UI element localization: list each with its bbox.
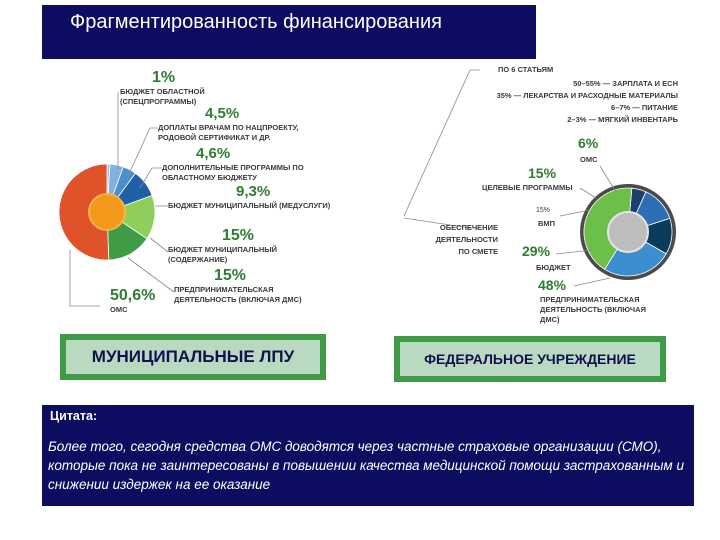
municipal-leader-3 [139, 167, 162, 189]
municipal-2-pct: 4,5% [205, 105, 239, 122]
charts-canvas: 1%БЮДЖЕТ ОБЛАСТНОЙ(СПЕЦПРОГРАММЫ)4,5%ДОП… [58, 65, 679, 324]
federal-breakdown-title: ПО 6 СТАТЬЯМ [498, 65, 553, 74]
federal-breakdown-line-2: 6–7% — ПИТАНИЕ [611, 103, 678, 112]
federal-1-pct: 6% [578, 135, 599, 151]
municipal-4-pct: 9,3% [236, 183, 270, 200]
federal-5-pct: 48% [538, 277, 567, 293]
federal-5-label-2: ДМС) [540, 315, 560, 324]
municipal-1-pct: 1% [152, 69, 175, 86]
federal-inner-label-2: ПО СМЕТЕ [459, 247, 498, 256]
municipal-6-label-1: ДЕЯТЕЛЬНОСТЬ (ВКЛЮЧАЯ ДМС) [174, 295, 302, 304]
federal-inner-label-1: ДЕЯТЕЛЬНОСТИ [436, 235, 498, 244]
municipal-3-pct: 4,6% [196, 145, 230, 162]
municipal-1-label-0: БЮДЖЕТ ОБЛАСТНОЙ [120, 87, 205, 96]
federal-3-pct: 15% [536, 207, 550, 214]
municipal-leader-5 [149, 237, 169, 253]
federal-leader-2 [579, 187, 597, 199]
municipal-leader-7 [69, 250, 100, 307]
panel-municipal: МУНИЦИПАЛЬНЫЕ ЛПУ [60, 334, 326, 380]
federal-1-label-0: ОМС [580, 155, 598, 164]
federal-leader-1 [599, 165, 617, 193]
quote-text: Более того, сегодня средства ОМС доводят… [48, 439, 684, 492]
municipal-6-label-0: ПРЕДПРИНИМАТЕЛЬСКАЯ [174, 285, 273, 294]
federal-pie-center [607, 211, 649, 253]
federal-4-pct: 29% [522, 243, 551, 259]
municipal-1-label-1: (СПЕЦПРОГРАММЫ) [120, 97, 197, 106]
federal-leader-3 [559, 209, 591, 217]
federal-4-label-0: БЮДЖЕТ [536, 263, 571, 272]
federal-5-label-0: ПРЕДПРИНИМАТЕЛЬСКАЯ [540, 295, 639, 304]
federal-bracket-top [403, 69, 480, 217]
municipal-3-label-0: ДОПОЛНИТЕЛЬНЫЕ ПРОГРАММЫ ПО [162, 163, 304, 172]
municipal-6-pct: 15% [214, 267, 246, 284]
federal-inner-label-0: ОБЕСПЕЧЕНИЕ [440, 223, 498, 232]
municipal-leader-6 [127, 257, 175, 293]
page-title: Фрагментированность финансирования [70, 11, 442, 33]
municipal-5-label-0: БЮДЖЕТ МУНИЦИПАЛЬНЫЙ [168, 245, 277, 254]
federal-2-pct: 15% [528, 165, 557, 181]
municipal-7-pct: 50,6% [110, 287, 155, 304]
municipal-pie-slice-6 [58, 163, 110, 261]
panel-federal: ФЕДЕРАЛЬНОЕ УЧРЕЖДЕНИЕ [394, 336, 666, 382]
municipal-2-label-0: ДОПЛАТЫ ВРАЧАМ ПО НАЦПРОЕКТУ, [158, 123, 299, 132]
title-bar [42, 5, 536, 59]
federal-2-label-0: ЦЕЛЕВЫЕ ПРОГРАММЫ [482, 183, 573, 192]
federal-3-label-0: ВМП [538, 219, 555, 228]
federal-breakdown-line-0: 50–55% — ЗАРПЛАТА И ЕСН [573, 79, 678, 88]
municipal-5-label-1: (СОДЕРЖАНИЕ) [168, 255, 228, 264]
municipal-7-label-0: ОМС [110, 305, 128, 314]
federal-leader-5 [573, 277, 611, 287]
quote-box: Цитата: Более того, сегодня средства ОМС… [42, 405, 694, 506]
municipal-3-label-1: ОБЛАСТНОМУ БЮДЖЕТУ [162, 173, 257, 182]
municipal-5-pct: 15% [222, 227, 254, 244]
federal-bracket-bottom [403, 217, 478, 229]
federal-pie-slice-3 [604, 231, 667, 277]
municipal-4-label-0: БЮДЖЕТ МУНИЦИПАЛЬНЫЙ (МЕДУСЛУГИ) [168, 201, 331, 210]
federal-breakdown-line-1: 35% — ЛЕКАРСТВА И РАСХОДНЫЕ МАТЕРИАЛЫ [497, 91, 678, 100]
municipal-pie-center [88, 193, 126, 231]
municipal-2-label-1: РОДОВОЙ СЕРТИФИКАТ И ДР. [158, 133, 271, 142]
municipal-leader-2 [127, 127, 158, 177]
federal-leader-4 [555, 249, 593, 255]
quote-heading: Цитата: [50, 409, 98, 423]
federal-5-label-1: ДЕЯТЕЛЬНОСТЬ (ВКЛЮЧАЯ [540, 305, 646, 314]
federal-breakdown-line-3: 2–3% — МЯГКИЙ ИНВЕНТАРЬ [567, 115, 678, 124]
